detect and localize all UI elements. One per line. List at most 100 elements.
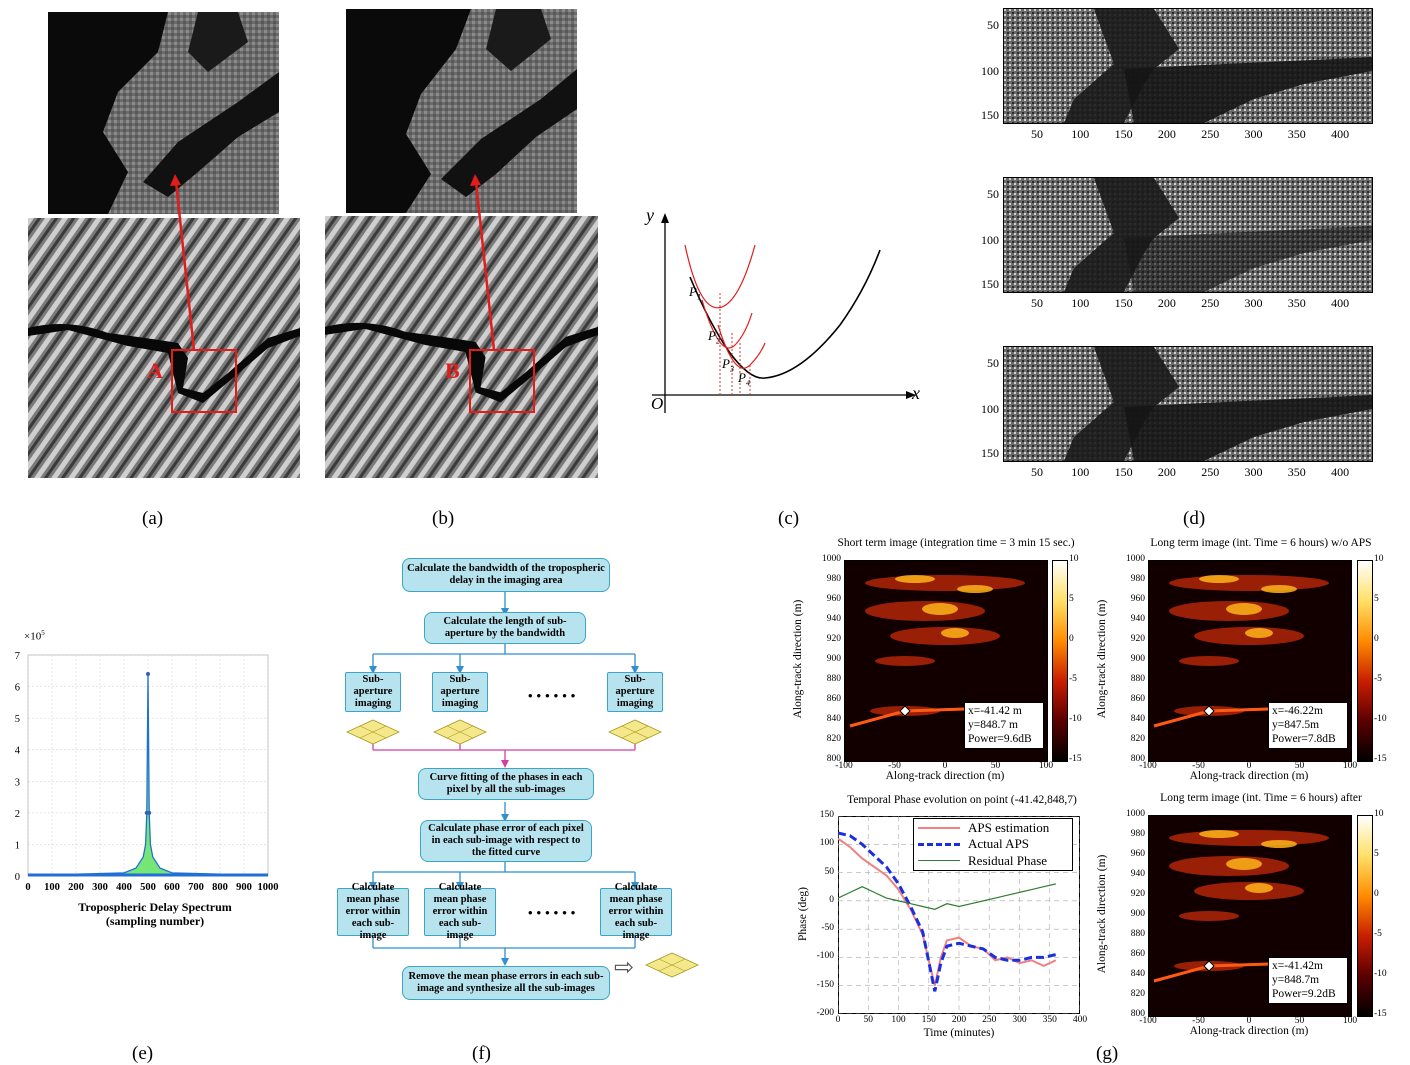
x-tick-label: 200 [68,882,84,893]
d-xtick: 400 [1331,465,1350,479]
d-xtick: 250 [1201,296,1220,310]
phase-xtick: 100 [891,1015,906,1025]
panel-c-y-label: y [646,205,654,225]
colorbar-tick: 0 [1374,889,1379,899]
heatmap-xtick: 0 [1246,761,1252,771]
heatmap-ytick: 900 [1130,909,1145,919]
flow-step-remove-synthesize: Remove the mean phase errors in each sub… [402,966,610,1000]
heatmap-xtick: 0 [942,761,948,771]
heatmap-ytick: 860 [1130,949,1145,959]
legend-entry: APS estimation [918,820,1068,836]
x-tick-label: 900 [236,882,252,893]
x-tick-label: 500 [140,882,156,893]
colorbar-tick: -15 [1069,754,1082,764]
point-p4: P4 [738,370,750,388]
heatmap-xtick: -100 [1139,761,1157,771]
phase-legend: APS estimation Actual APS Residual Phase [913,818,1073,871]
flow-step-bandwidth: Calculate the bandwidth of the troposphe… [402,558,610,592]
heatmap-image-3 [1148,815,1352,1017]
heatmap-ytick: 900 [1130,654,1145,664]
heatmap-ytick: 980 [1130,829,1145,839]
phase-ytick: 150 [819,810,834,820]
caption-c: (c) [778,508,800,529]
d-xtick: 300 [1244,296,1263,310]
heatmap-ytick: 820 [826,734,841,744]
y-tick-label: 1 [15,840,20,851]
point-p3: P3 [722,356,734,374]
legend-label: Actual APS [968,836,1030,852]
heatmap-xtick: 50 [990,761,1001,771]
heatmap-ytick: 980 [826,574,841,584]
d-xtick: 200 [1157,127,1176,141]
heatmap-ytick: 840 [1130,969,1145,979]
x-tick-label: 100 [44,882,60,893]
panel-a-region-label: A [147,358,163,383]
heatmap-ytick: 920 [1130,634,1145,644]
x-tick-label: 0 [25,882,30,893]
sar-strip-3 [1003,346,1373,462]
d-xtick: 50 [1031,465,1043,479]
heatmap-ytick: 840 [826,714,841,724]
info-line: x=-41.42m [1272,960,1323,972]
info-line: y=847.5m [1272,718,1320,731]
sar-strip-1 [1003,8,1373,124]
info-line: x=-41.42 m [968,705,1022,717]
heatmap-ytick: 860 [1130,694,1145,704]
d-ytick: 50 [987,356,999,370]
d-xtick: 300 [1244,127,1263,141]
info-line: x=-46.22m [1272,705,1323,717]
x-tick-label: 600 [164,882,180,893]
panel-c-origin-label: O [651,394,664,413]
heatmap-xtick: -50 [1192,1016,1205,1026]
phase-xlabel: Time (minutes) [923,1027,995,1039]
panel-c-x-label: x [912,383,920,403]
d-xtick: 400 [1331,296,1350,310]
y-tick-label: 6 [15,683,20,694]
heatmap-ytick: 1000 [1126,809,1145,819]
osculating-curve-1 [684,244,756,309]
sar-strip-2 [1003,177,1373,293]
phase-ytick: -100 [816,951,834,962]
d-xtick: 250 [1201,127,1220,141]
d-xtick: 100 [1071,465,1090,479]
legend-entry: Actual APS [918,836,1068,852]
phase-series-1 [838,837,1057,986]
heatmap-ytick: 820 [1130,989,1145,999]
colorbar-tick: -5 [1374,674,1382,684]
x-tick-label: 400 [116,882,132,893]
colorbar-tick: 5 [1374,594,1379,604]
colorbar-tick: -5 [1374,929,1382,939]
spectrum-point [147,810,152,815]
y-tick-label: 4 [15,746,21,757]
phase-ytick: 50 [824,866,835,877]
d-xtick: 350 [1287,127,1306,141]
caption-a: (a) [142,508,164,529]
d-xtick: 200 [1157,296,1176,310]
heatmap-image-1 [844,560,1048,762]
x-tick-label: 300 [92,882,108,893]
legend-label: Residual Phase [968,852,1048,868]
x-tick-label: 1000 [258,882,279,893]
spectrum-fill [28,673,268,876]
heatmap-ytick: 1000 [1126,554,1145,564]
heatmap-xtick: 100 [1038,761,1054,771]
panel-a-region-box [171,349,237,413]
heatmap-xtick: 50 [1294,761,1305,771]
flow-sub-aperture-3: Sub-aperture imaging [607,672,663,712]
panel-c-diagram [652,213,916,413]
flow-sub-aperture-2: Sub-aperture imaging [432,672,488,712]
colorbar-tick: 5 [1374,849,1379,859]
phase-plot-title: Temporal Phase evolution on point (-41.4… [847,794,1077,806]
d-xtick: 350 [1287,296,1306,310]
info-line: y=848.7m [1272,973,1320,986]
colorbar-tick: 10 [1374,809,1384,819]
colorbar [1357,815,1373,1017]
d-ytick: 50 [987,187,999,201]
flow-step-phase-error: Calculate phase error of each pixel in e… [420,820,592,862]
colorbar-tick: -5 [1069,674,1077,684]
colorbar-tick: 10 [1069,554,1079,564]
phase-xtick: 200 [951,1015,967,1025]
legend-swatch [918,860,960,862]
x-tick-label: 800 [212,882,228,893]
caption-d: (d) [1183,508,1206,529]
